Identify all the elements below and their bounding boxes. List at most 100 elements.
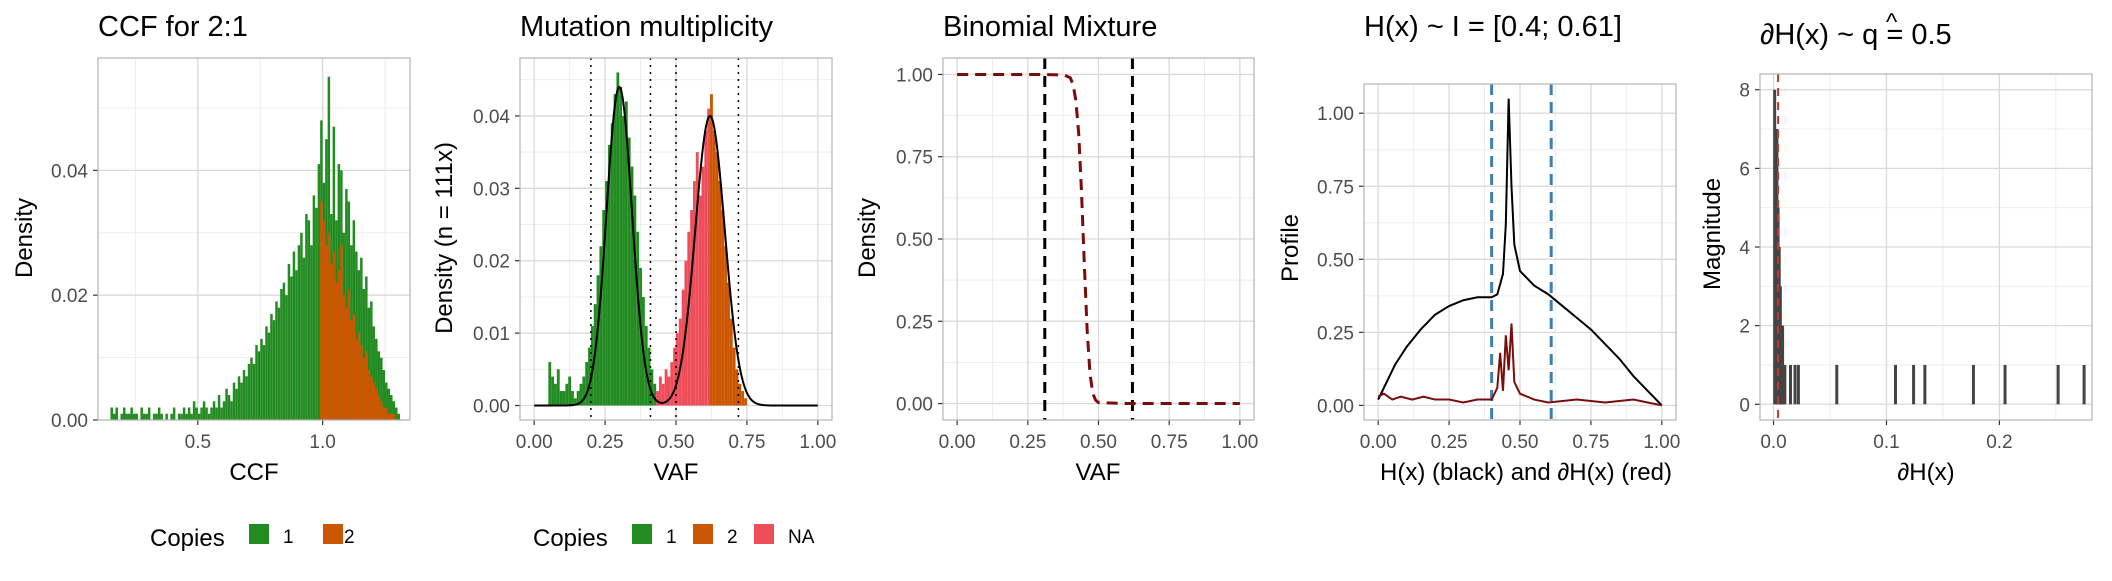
bar xyxy=(367,370,371,420)
panel-frame xyxy=(519,57,833,421)
plot-area xyxy=(1377,84,1663,420)
bar xyxy=(690,210,694,406)
bar xyxy=(187,407,191,420)
bar xyxy=(180,413,183,420)
bar xyxy=(387,413,391,420)
gradient-xlabel: ∂H(x) xyxy=(1897,459,1954,486)
bar xyxy=(727,282,730,406)
bar xyxy=(568,376,572,406)
y-tick-label: 0.00 xyxy=(473,397,510,418)
y-tick-label: 0.75 xyxy=(896,148,933,169)
bar xyxy=(222,401,226,420)
bar xyxy=(332,251,336,420)
y-tick-label: 8 xyxy=(1739,81,1750,102)
bar xyxy=(619,86,623,406)
bar xyxy=(165,413,168,420)
bar xyxy=(712,130,716,406)
bar xyxy=(195,407,198,420)
bar xyxy=(275,301,278,420)
x-tick-label: 0.00 xyxy=(1360,432,1397,453)
bar xyxy=(177,413,181,420)
bar xyxy=(325,245,328,420)
bar xyxy=(185,413,188,420)
x-tick-label: 0.2 xyxy=(1986,432,2012,453)
bar xyxy=(613,94,617,406)
plot-area xyxy=(110,76,401,421)
ccf-xlabel: CCF xyxy=(229,459,278,486)
bar xyxy=(562,391,566,406)
panel-ccf: CCF for 2:1 CCF Density 0.5 1.0 0.00 0.02 0.… xyxy=(11,11,411,486)
ccf-ylabel: Density xyxy=(11,198,38,278)
bar xyxy=(395,407,398,420)
legend-label: NA xyxy=(788,527,815,548)
bar xyxy=(270,313,273,420)
bar xyxy=(227,395,231,420)
bar xyxy=(372,326,376,420)
legend-title: Copies xyxy=(533,525,608,552)
bar xyxy=(367,307,371,420)
profile-ylabel: Profile xyxy=(1277,214,1304,282)
bar xyxy=(147,407,151,420)
gradient-title: ∂H(x) ~ q = 0.5 xyxy=(1760,19,1952,51)
y-tick-label: 2 xyxy=(1739,317,1750,338)
bar xyxy=(707,108,711,406)
bar xyxy=(250,357,253,420)
bar xyxy=(322,220,326,420)
x-tick-label: 0.0 xyxy=(1760,432,1786,453)
legend-key-copies-1 xyxy=(632,524,652,544)
x-tick-label: 0.50 xyxy=(1502,432,1539,453)
red-series-line xyxy=(957,72,1240,406)
bar xyxy=(317,164,321,420)
bar xyxy=(307,220,311,420)
bar xyxy=(582,376,586,406)
panel-profile: H(x) ~ I = [0.4; 0.61] H(x) (black) and … xyxy=(1277,11,1680,486)
x-tick-label: 0.25 xyxy=(1009,432,1046,453)
x-tick-label: 0.50 xyxy=(1080,432,1117,453)
bar xyxy=(155,413,158,420)
y-tick-label: 6 xyxy=(1739,159,1750,180)
ccf-title: CCF for 2:1 xyxy=(98,11,248,43)
bar xyxy=(345,307,348,420)
bar xyxy=(701,166,705,406)
bar xyxy=(729,318,733,406)
binomial-ylabel: Density xyxy=(854,198,881,278)
bar xyxy=(673,347,676,406)
y-tick-label: 4 xyxy=(1739,238,1750,259)
bar xyxy=(172,407,176,420)
bar xyxy=(345,189,348,420)
x-tick-label: 0.25 xyxy=(1431,432,1468,453)
bar xyxy=(605,181,608,406)
bar xyxy=(355,338,358,420)
bar xyxy=(352,313,356,420)
bar xyxy=(656,391,659,406)
bar xyxy=(670,362,674,406)
bar xyxy=(350,320,353,420)
bar xyxy=(744,398,747,406)
bar xyxy=(375,388,378,420)
x-tick-label: 1.00 xyxy=(1643,432,1680,453)
x-tick-label: 0.75 xyxy=(1572,432,1609,453)
bar xyxy=(290,276,293,420)
bar xyxy=(160,413,163,420)
y-tick-label: 0.75 xyxy=(1317,177,1354,198)
y-tick-label: 0.00 xyxy=(896,395,933,416)
bar xyxy=(397,413,401,420)
bar xyxy=(347,288,351,420)
y-tick-label: 0.00 xyxy=(51,411,88,432)
legend-key-copies-2 xyxy=(323,524,343,544)
bar xyxy=(390,395,393,420)
bar xyxy=(559,391,563,406)
x-tick-label: 0.75 xyxy=(728,432,765,453)
bar xyxy=(257,351,261,420)
bar xyxy=(142,413,146,420)
panel-frame xyxy=(97,57,411,421)
bar xyxy=(382,370,386,420)
multiplicity-title: Mutation multiplicity xyxy=(520,11,774,43)
bar xyxy=(588,347,591,406)
bar xyxy=(122,407,126,420)
bar xyxy=(145,413,148,420)
bar xyxy=(370,301,373,420)
bar xyxy=(627,137,631,406)
x-tick-label: 1.00 xyxy=(1221,432,1258,453)
